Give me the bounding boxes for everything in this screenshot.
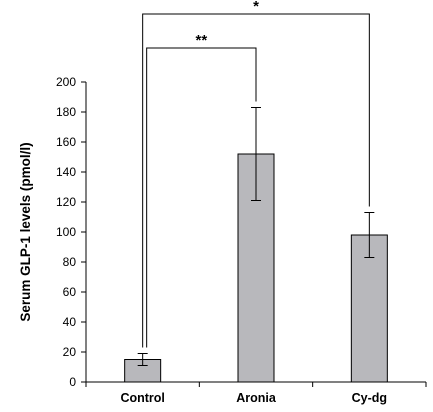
significance-bracket <box>146 47 257 348</box>
y-tick-label: 60 <box>63 285 77 299</box>
significance-label: * <box>253 0 259 15</box>
y-tick-label: 160 <box>56 135 76 149</box>
y-axis-title: Serum GLP-1 levels (pmol/l) <box>18 142 33 321</box>
y-tick-label: 140 <box>56 165 76 179</box>
error-bars <box>137 107 375 366</box>
y-tick-label: 100 <box>56 225 76 239</box>
significance-bracket <box>142 13 370 348</box>
significance-label: ** <box>195 32 207 49</box>
significance-brackets: *** <box>142 0 370 348</box>
y-tick-label: 40 <box>63 315 77 329</box>
y-tick-label: 180 <box>56 105 76 119</box>
y-tick-label: 80 <box>63 255 77 269</box>
x-tick-label: Control <box>120 391 164 405</box>
y-tick-label: 20 <box>63 345 77 359</box>
y-tick-label: 120 <box>56 195 76 209</box>
y-tick-label: 200 <box>56 75 76 89</box>
x-tick-label: Cy-dg <box>352 391 387 405</box>
y-tick-label: 0 <box>69 375 76 389</box>
axes: 0 20 40 60 80 100 120 140 160 180 200 Control Aronia… <box>56 75 427 405</box>
x-tick-label: Aronia <box>236 391 277 405</box>
bar-cy-dg <box>350 234 388 383</box>
